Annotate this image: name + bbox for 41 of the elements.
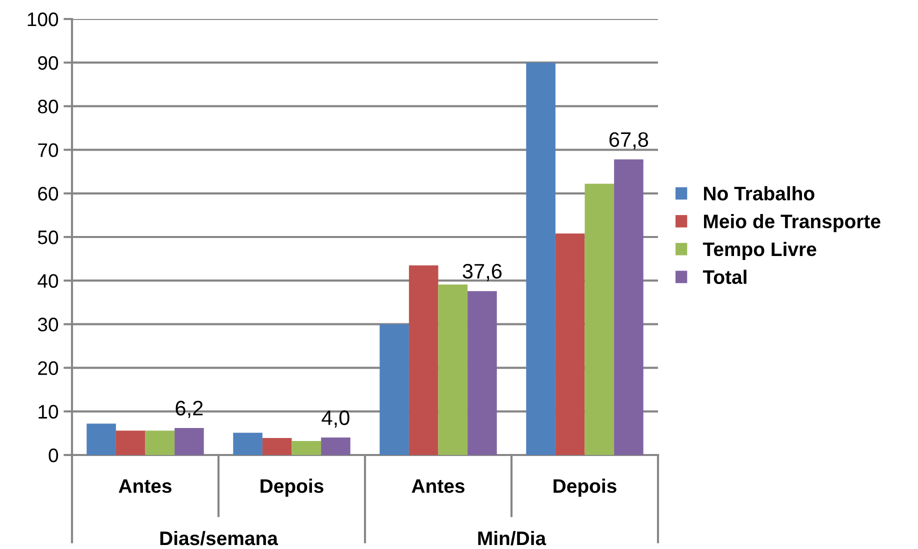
data-label: 4,0 <box>322 410 350 428</box>
bar <box>555 234 585 455</box>
y-tick-label: 0 <box>48 448 58 462</box>
bar <box>468 291 497 455</box>
x-tick-label: Antes <box>412 479 464 493</box>
bar <box>262 438 292 455</box>
bar <box>174 428 204 455</box>
bar <box>584 184 614 455</box>
bar <box>116 430 146 455</box>
bar <box>408 265 438 455</box>
y-tick-label: 10 <box>38 404 58 419</box>
bar <box>292 441 322 455</box>
y-tick-label: 70 <box>38 143 58 158</box>
bar <box>380 324 409 455</box>
bar <box>526 62 556 455</box>
x-tick-label: Depois <box>554 478 616 497</box>
y-tick-label: 40 <box>38 274 58 288</box>
data-label: 6,2 <box>176 400 203 418</box>
y-tick-label: 100 <box>28 12 58 26</box>
bar <box>614 159 644 455</box>
data-label: 37,6 <box>462 264 502 282</box>
bar <box>233 432 262 455</box>
bar <box>86 424 116 455</box>
x-tick-label: Antes <box>118 479 172 493</box>
text: Min/Dia <box>478 530 546 546</box>
bar <box>438 284 468 455</box>
legend-label: Meio de Transporte <box>704 214 880 232</box>
y-tick-label: 90 <box>38 56 58 70</box>
y-tick-label: 60 <box>38 186 58 201</box>
data-label: 67,8 <box>609 132 648 150</box>
legend-label: No Trabalho <box>704 186 814 200</box>
y-tick-label: 80 <box>38 100 58 114</box>
y-tick-label: 30 <box>38 318 58 332</box>
x-tick-label: Depois <box>260 478 324 497</box>
legend-label: Tempo Livre <box>702 242 816 260</box>
y-tick-label: 50 <box>38 230 58 244</box>
legend-label: Total <box>702 270 746 284</box>
bar <box>145 430 175 455</box>
bar <box>321 438 350 455</box>
y-tick-label: 20 <box>38 361 58 376</box>
text: Dias/semana <box>160 530 278 546</box>
